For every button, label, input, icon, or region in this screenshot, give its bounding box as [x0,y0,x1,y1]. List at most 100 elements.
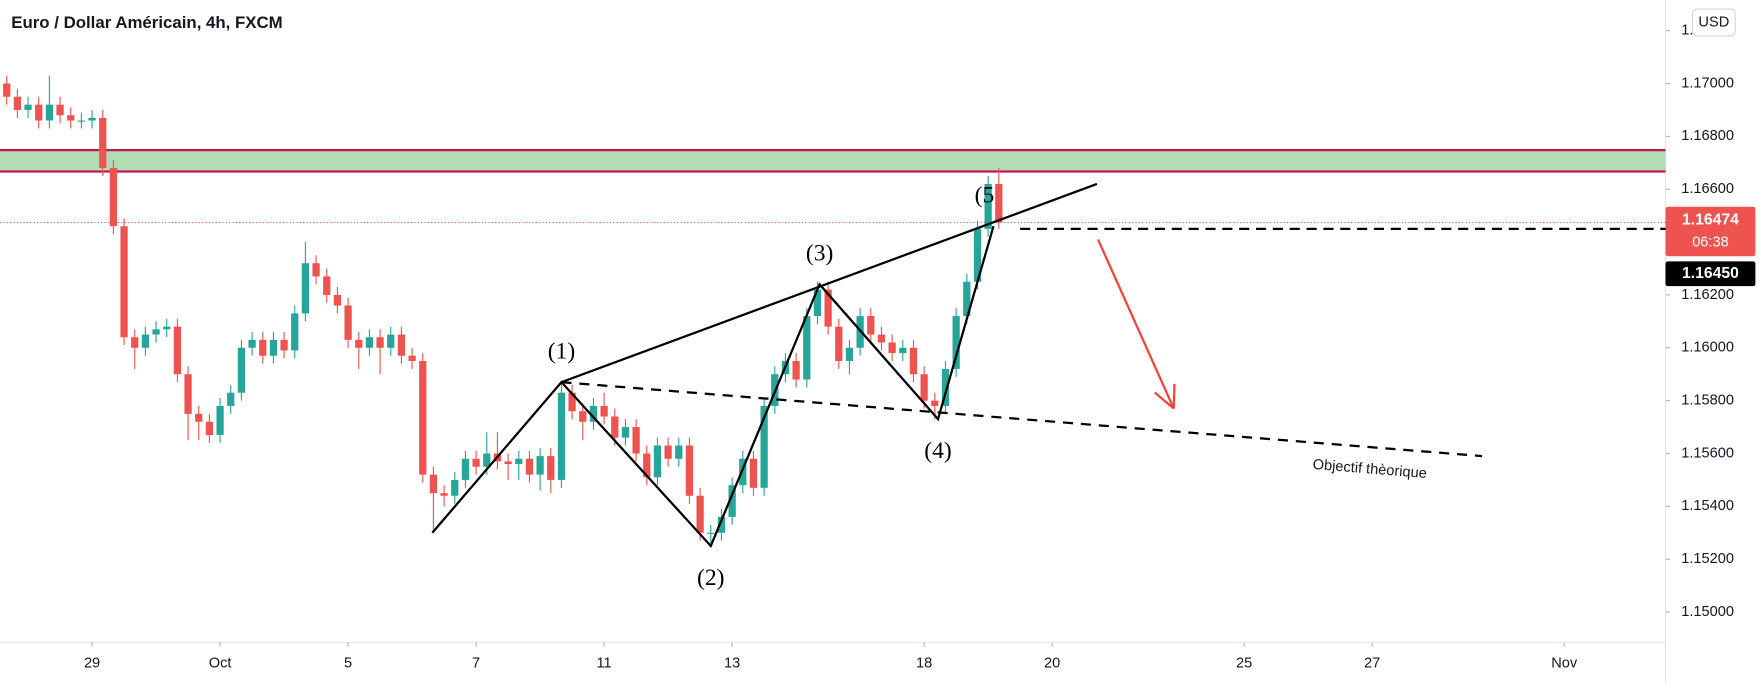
candle-body [131,337,139,348]
candle-body [504,461,512,465]
candle-body [312,263,320,277]
candle-body [557,392,566,480]
candle-body [760,405,768,488]
candle-body [344,305,352,340]
candle-body [440,493,448,496]
candle-body [109,168,118,227]
wave-label: (1) [548,338,576,364]
candle-body [525,458,534,475]
candle-body [408,355,416,361]
y-tick-label: 1.16600 [1681,181,1734,197]
candle-body [739,458,747,486]
candle-body [141,334,150,348]
countdown: 06:38 [1692,235,1729,251]
candle-body [973,228,982,282]
candle-body [728,485,736,517]
x-tick-label: 20 [1044,656,1060,672]
candle-body [173,326,182,375]
candle-body [259,339,267,356]
candle-body [461,458,470,480]
candle-body [419,360,427,475]
x-tick-label: Nov [1551,656,1578,672]
candle-body [291,313,299,351]
candle-body [269,339,278,356]
wave-label: (2) [697,565,725,591]
candle-body [696,495,704,533]
arrow [1096,238,1175,410]
candle-body [803,316,811,380]
candle-body [600,405,608,417]
candle-body [237,347,246,393]
candle-body [248,339,256,348]
candle-body [429,474,438,494]
candle-body [963,281,971,317]
candle-body [984,183,992,229]
candle-body [621,427,630,438]
candle-body [205,421,214,435]
wave-label: (3) [806,241,834,267]
candle-body [397,334,406,356]
x-tick-label: 11 [597,656,612,672]
x-tick-label: 29 [84,656,100,672]
x-tick-label: 13 [724,656,740,672]
candle-body [547,456,555,480]
candle-body [163,326,171,330]
candle-body [632,427,640,454]
candle-body [653,445,662,478]
candle-body [483,453,491,467]
y-tick-label: 1.17000 [1681,75,1734,91]
candle-body [451,479,459,496]
candle-body [387,334,395,348]
trend-line [561,182,1098,384]
currency-button[interactable] [1691,8,1736,37]
candle-body [3,83,11,97]
chart-title: Euro / Dollar Américain, 4h, FXCM [11,13,283,32]
candle-body [792,360,800,380]
zone [0,150,1666,172]
x-tick-label: 7 [472,656,480,672]
candle-body [24,104,32,110]
candle-body [184,374,192,414]
x-tick-label: 25 [1236,656,1252,672]
arrow-head [1172,383,1176,409]
candle-body [301,263,310,314]
candle-body [67,115,75,121]
y-tick-label: 1.15200 [1681,551,1734,567]
y-tick-label: 1.16000 [1681,340,1734,356]
currency[interactable]: USD [1698,14,1729,30]
candle-body [333,294,342,306]
last-price-box [1665,206,1756,257]
candle-body [995,183,1003,223]
candle-body [931,400,939,406]
y-tick-label: 1.15800 [1681,392,1734,408]
wave-label: (4) [924,438,952,464]
candle-body [77,120,86,122]
candle-body [888,342,896,354]
candle-body [376,337,384,348]
candle-body [707,532,715,534]
candle-body [216,405,224,435]
candle-body [717,516,726,533]
candle-body [280,339,288,351]
candle-body [835,326,843,361]
candle-body [675,445,683,459]
candle-body [56,104,64,116]
level-label: 1.16450 [1682,265,1739,282]
y-tick-label: 1.15400 [1681,498,1734,514]
candle-body [323,276,331,295]
candle-body [643,453,651,478]
x-tick-label: 27 [1364,656,1380,672]
candle-body [227,392,235,406]
candle-body [568,392,576,412]
candle-body [845,347,854,361]
candle-body [824,289,832,327]
candle-body [685,445,694,496]
candle-body [813,289,822,317]
candle-body [152,329,160,335]
candle-body [536,456,544,475]
x-tick-label: 18 [916,656,932,672]
candle-body [355,339,363,348]
candle-body [589,405,598,422]
